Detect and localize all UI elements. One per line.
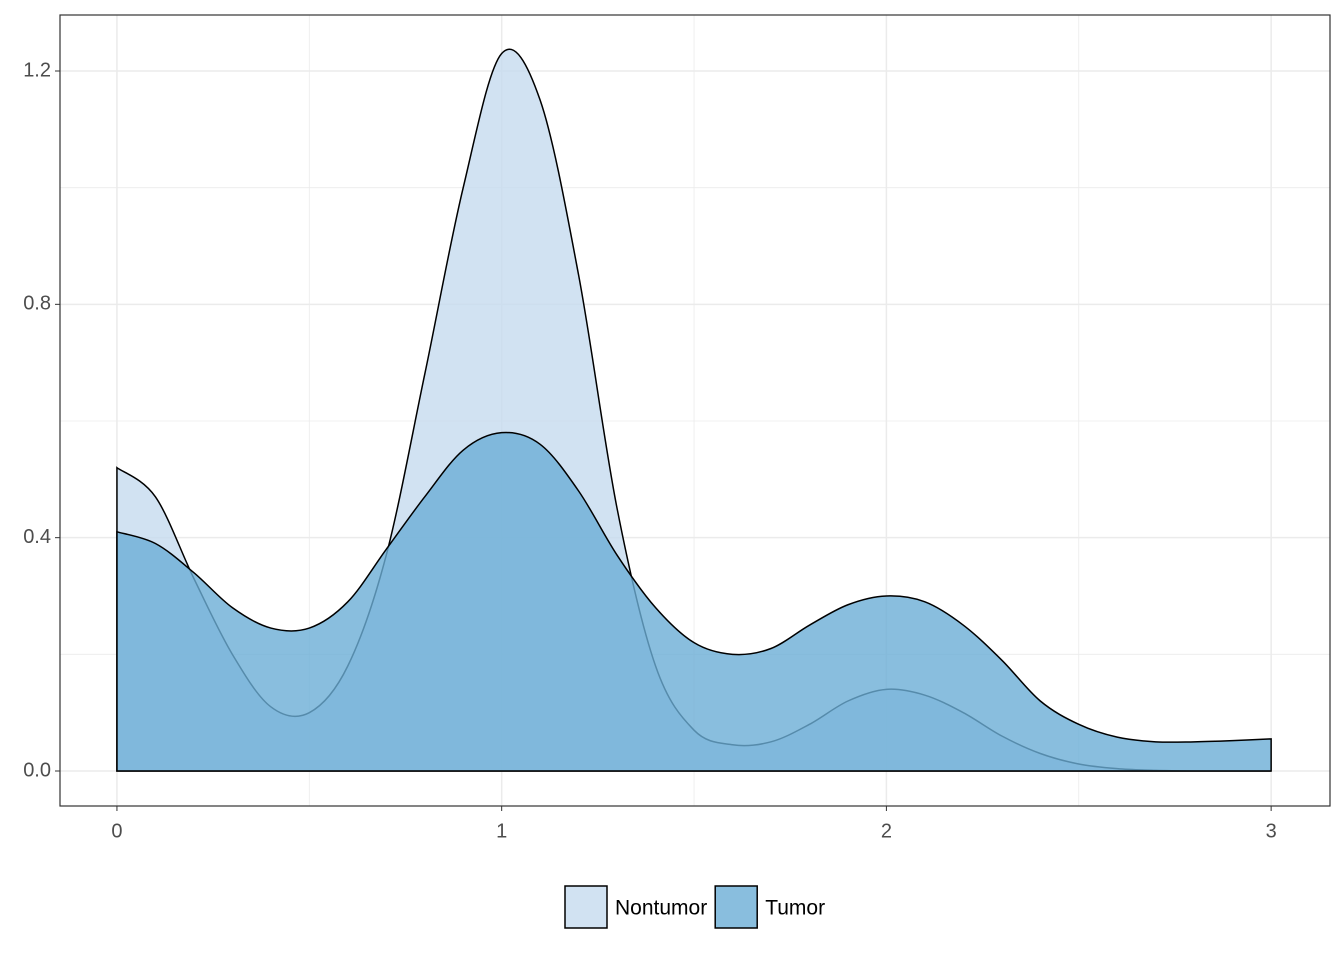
x-tick-label: 1 [496,820,507,842]
legend-label: Tumor [765,897,825,920]
y-tick-label: 0.4 [23,526,51,548]
y-tick-label: 1.2 [23,59,51,81]
y-tick-label: 0.0 [23,759,51,781]
legend-swatch [564,885,608,929]
density-area [116,431,1272,772]
y-tick-label: 0.8 [23,293,51,315]
legend-label: Nontumor [615,897,707,920]
x-tick-label: 2 [881,820,892,842]
x-tick-label: 3 [1266,820,1277,842]
x-tick-label: 0 [111,820,122,842]
legend-swatch [714,885,758,929]
panel-border [59,14,1331,807]
